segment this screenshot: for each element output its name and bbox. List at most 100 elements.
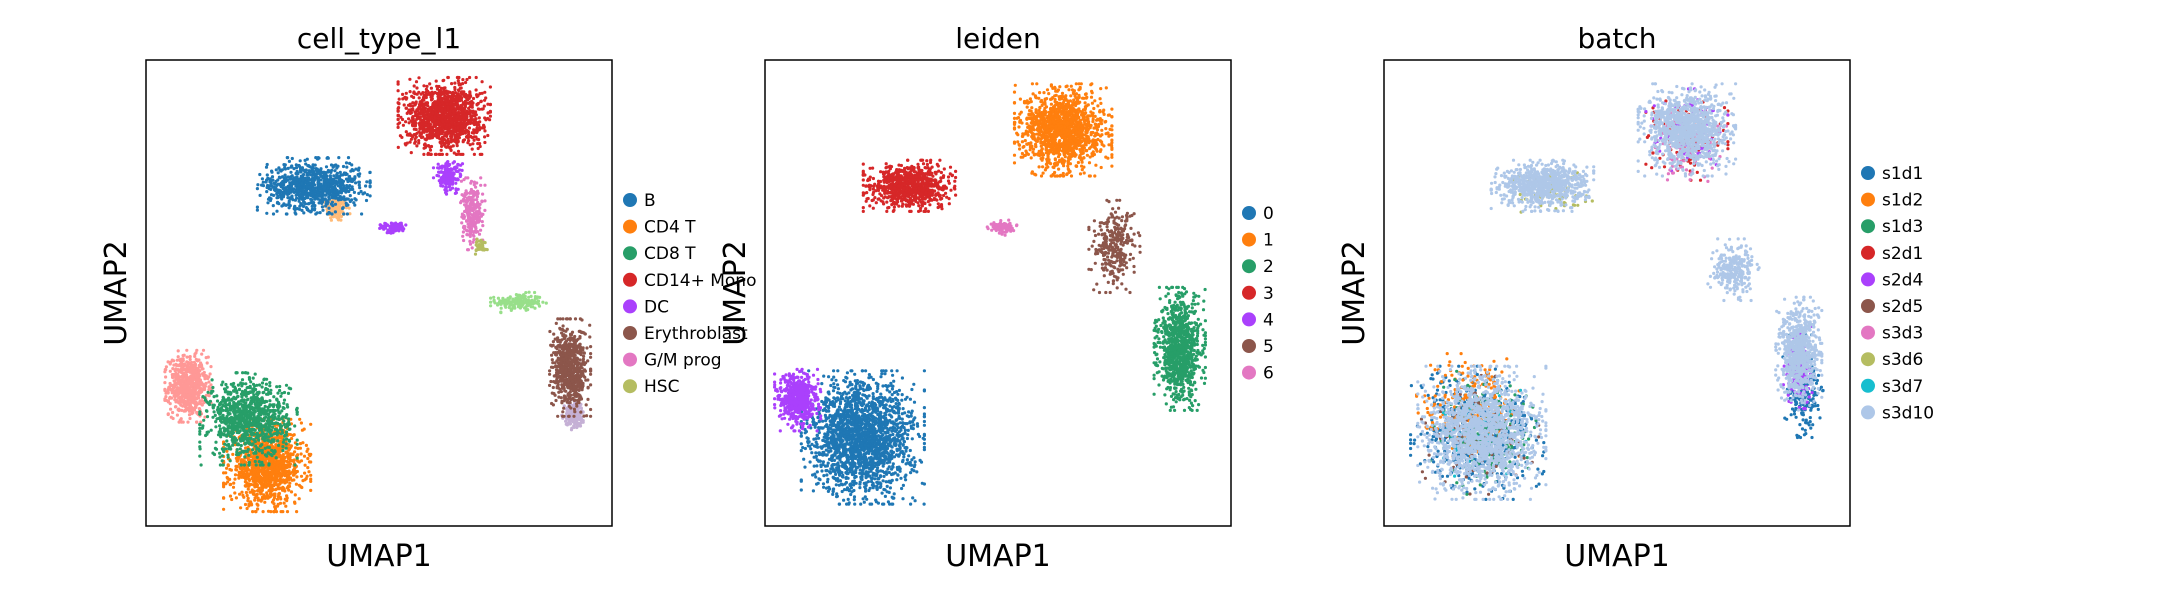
data-point — [309, 488, 313, 492]
data-point — [247, 461, 251, 465]
data-point — [208, 387, 212, 391]
data-point — [266, 435, 270, 439]
data-point — [179, 417, 183, 421]
data-point — [243, 455, 247, 459]
data-point — [188, 361, 192, 365]
data-point — [275, 209, 279, 213]
data-point — [569, 411, 574, 415]
data-point — [262, 412, 266, 416]
data-point — [276, 447, 280, 451]
data-point — [197, 386, 201, 390]
data-point — [267, 481, 271, 485]
data-point — [248, 386, 252, 390]
data-point — [179, 403, 183, 407]
data-point — [235, 391, 239, 395]
data-point — [214, 425, 218, 429]
data-point — [533, 306, 537, 310]
data-point — [225, 409, 229, 413]
data-point — [232, 481, 236, 485]
data-point — [270, 460, 274, 464]
data-point — [524, 305, 528, 309]
data-point — [286, 465, 290, 469]
data-point — [286, 166, 290, 170]
data-point — [300, 194, 305, 198]
data-point — [226, 455, 230, 459]
data-point — [262, 436, 266, 440]
data-point — [254, 450, 258, 454]
data-point — [397, 97, 401, 101]
data-point — [269, 440, 273, 444]
data-point — [261, 184, 266, 188]
data-point — [412, 95, 416, 100]
data-point — [224, 388, 228, 392]
data-point — [192, 401, 196, 405]
data-point — [279, 510, 283, 514]
data-point — [271, 488, 275, 492]
data-point — [197, 396, 201, 400]
data-point — [307, 178, 311, 183]
data-point — [209, 365, 213, 369]
data-point — [332, 163, 337, 168]
data-point — [164, 365, 168, 369]
data-point — [412, 84, 416, 88]
data-point — [505, 300, 509, 304]
data-point — [256, 418, 260, 422]
data-point — [275, 474, 279, 478]
data-point — [188, 355, 192, 359]
data-point — [457, 83, 461, 87]
data-point — [310, 198, 314, 202]
data-point — [178, 396, 182, 400]
data-point — [335, 166, 339, 170]
data-point — [288, 427, 292, 431]
data-point — [180, 391, 184, 395]
data-point — [315, 168, 319, 172]
data-point — [483, 98, 487, 102]
data-point — [305, 474, 309, 478]
data-point — [295, 456, 299, 460]
data-point — [235, 448, 239, 452]
data-point — [229, 382, 233, 386]
data-point — [222, 426, 226, 430]
data-point — [171, 410, 175, 415]
data-point — [290, 194, 294, 198]
data-point — [524, 308, 528, 312]
data-point — [344, 177, 349, 181]
data-point — [265, 178, 269, 182]
data-point — [207, 394, 211, 398]
data-point — [354, 181, 358, 185]
data-point — [257, 383, 262, 387]
data-point — [538, 295, 542, 299]
data-point — [195, 420, 199, 424]
data-point — [278, 411, 282, 415]
data-point — [233, 491, 237, 495]
data-point — [272, 395, 276, 399]
data-point — [230, 435, 234, 439]
data-point — [284, 504, 288, 508]
data-point — [489, 304, 493, 308]
data-point — [253, 498, 257, 502]
data-point — [221, 408, 225, 412]
data-point — [260, 485, 264, 489]
data-point — [347, 175, 351, 179]
data-point — [276, 182, 280, 186]
data-point — [214, 440, 218, 444]
data-point — [480, 152, 484, 156]
data-point — [263, 496, 268, 500]
data-point — [174, 376, 178, 380]
data-point — [249, 396, 253, 400]
data-point — [345, 165, 349, 169]
data-point — [273, 412, 277, 416]
data-point — [212, 395, 216, 399]
data-point — [328, 179, 333, 184]
data-point — [190, 391, 194, 395]
data-point — [171, 367, 175, 371]
data-point — [311, 178, 315, 183]
data-point — [178, 359, 182, 363]
data-point — [344, 206, 349, 210]
data-point — [511, 299, 515, 303]
data-point — [282, 456, 286, 460]
data-point — [311, 164, 315, 168]
data-point — [297, 207, 302, 211]
data-point — [265, 419, 269, 423]
data-point — [271, 464, 275, 469]
